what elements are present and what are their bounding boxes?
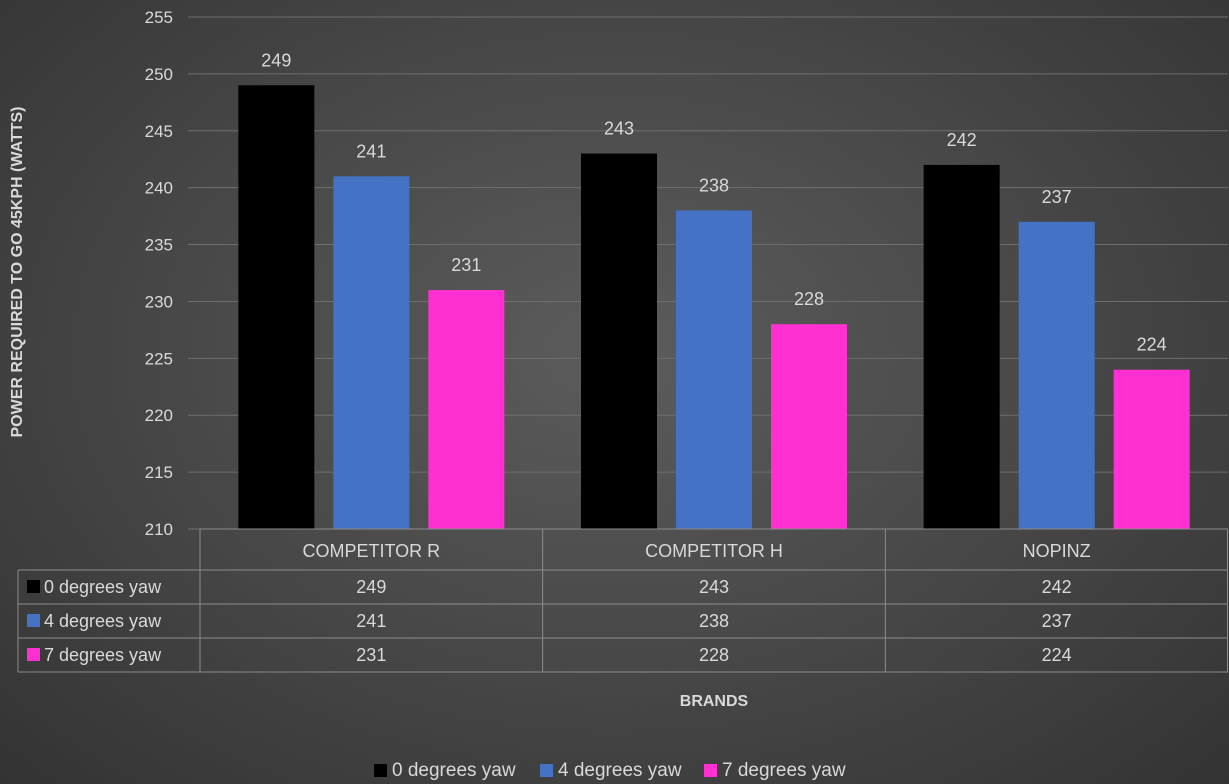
y-tick-label: 225 <box>145 349 173 368</box>
data-labels: 249 241 231 243 238 228 242 237 224 <box>261 50 1166 354</box>
table-cell: 249 <box>356 577 386 597</box>
table-legend-key <box>27 648 40 661</box>
data-label: 241 <box>356 141 386 161</box>
data-label: 228 <box>794 289 824 309</box>
x-axis-title: BRANDS <box>680 693 749 710</box>
bars <box>238 85 1190 530</box>
y-tick-label: 250 <box>145 65 173 84</box>
table-legend-key <box>27 580 40 593</box>
bar <box>1113 369 1190 529</box>
table-cell: 242 <box>1042 577 1072 597</box>
legend: 0 degrees yaw 4 degrees yaw 7 degrees yaw <box>374 760 846 781</box>
y-tick-label: 240 <box>145 179 173 198</box>
y-tick-label: 210 <box>145 520 173 539</box>
table-legend-key <box>27 614 40 627</box>
data-label: 231 <box>451 255 481 275</box>
table-series-name: 4 degrees yaw <box>44 611 162 631</box>
table-cell: 241 <box>356 611 386 631</box>
bar <box>581 153 657 530</box>
y-tick-label: 255 <box>145 8 173 27</box>
bar <box>771 324 847 529</box>
data-label: 243 <box>604 119 634 139</box>
data-label: 249 <box>261 50 291 70</box>
table-header-cell: COMPETITOR R <box>302 541 440 561</box>
y-axis-ticks: 210 215 220 225 230 235 240 245 250 255 <box>145 8 173 539</box>
y-tick-label: 215 <box>145 463 173 482</box>
legend-key <box>540 764 553 777</box>
legend-key <box>704 764 717 777</box>
table-cell: 243 <box>699 577 729 597</box>
data-label: 224 <box>1137 335 1167 355</box>
table-cell: 237 <box>1042 611 1072 631</box>
legend-label: 0 degrees yaw <box>392 760 516 781</box>
table-header-cell: NOPINZ <box>1023 541 1091 561</box>
y-tick-label: 230 <box>145 292 173 311</box>
legend-label: 4 degrees yaw <box>558 760 682 781</box>
data-label: 237 <box>1042 187 1072 207</box>
table-cell: 224 <box>1042 645 1072 665</box>
legend-key <box>374 764 387 777</box>
data-label: 242 <box>947 130 977 150</box>
table-cell: 228 <box>699 645 729 665</box>
bar <box>333 176 410 530</box>
bar <box>676 210 752 529</box>
bar <box>238 85 315 530</box>
table-header-cell: COMPETITOR H <box>645 541 783 561</box>
bar <box>923 164 1000 529</box>
table-series-name: 0 degrees yaw <box>44 577 162 597</box>
table-cell: 231 <box>356 645 386 665</box>
data-table: COMPETITOR R COMPETITOR H NOPINZ 0 degrees … <box>17 528 1228 673</box>
table-series-name: 7 degrees yaw <box>44 645 162 665</box>
table-cell: 238 <box>699 611 729 631</box>
y-axis-title: POWER REQUIRED TO GO 45KPH (WATTS) <box>9 107 26 438</box>
data-label: 238 <box>699 175 729 195</box>
bar <box>428 290 505 529</box>
y-tick-label: 220 <box>145 406 173 425</box>
legend-label: 7 degrees yaw <box>722 760 846 781</box>
y-tick-label: 235 <box>145 236 173 255</box>
y-tick-label: 245 <box>145 122 173 141</box>
bar <box>1018 221 1095 530</box>
